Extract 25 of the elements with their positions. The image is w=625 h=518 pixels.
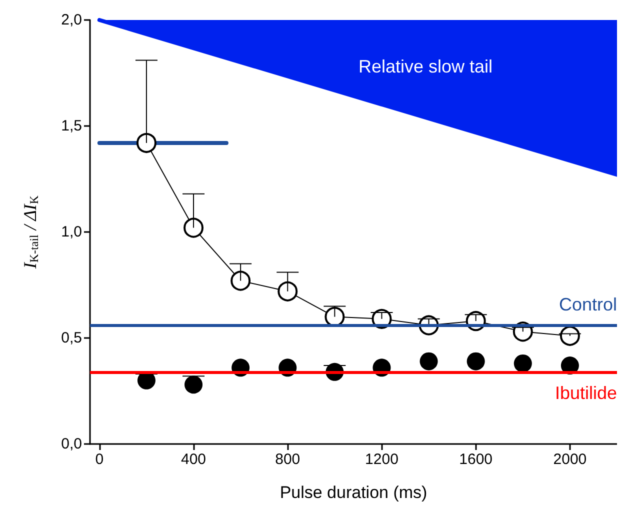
ref-line-label: Ibutilide — [554, 382, 617, 403]
y-axis-title: IK-tail / ΔIK — [20, 195, 41, 270]
y-tick-label: 0,5 — [61, 330, 82, 346]
x-tick-label: 1600 — [459, 451, 493, 468]
series-label: Relative slow tail — [358, 56, 493, 76]
point — [230, 270, 251, 291]
x-tick-label: 2000 — [553, 451, 587, 468]
ref-line-label: Control — [558, 294, 617, 314]
point — [560, 326, 580, 346]
y-tick-label: 1,0 — [61, 224, 82, 240]
point — [136, 132, 156, 153]
point — [420, 352, 438, 370]
point — [184, 376, 203, 394]
y-tick-label: 2,0 — [61, 12, 82, 28]
x-tick-label: 1200 — [365, 451, 398, 468]
point — [278, 281, 298, 302]
point — [466, 352, 485, 370]
x-tick-label: 0 — [95, 451, 104, 468]
y-tick-label: 0,0 — [61, 436, 82, 452]
y-tick-label: 1,5 — [61, 118, 82, 134]
x-tick-label: 400 — [181, 451, 206, 468]
point — [184, 218, 204, 238]
point — [514, 354, 532, 372]
x-axis-title: Pulse duration (ms) — [280, 483, 428, 502]
x-tick-label: 800 — [275, 451, 300, 468]
